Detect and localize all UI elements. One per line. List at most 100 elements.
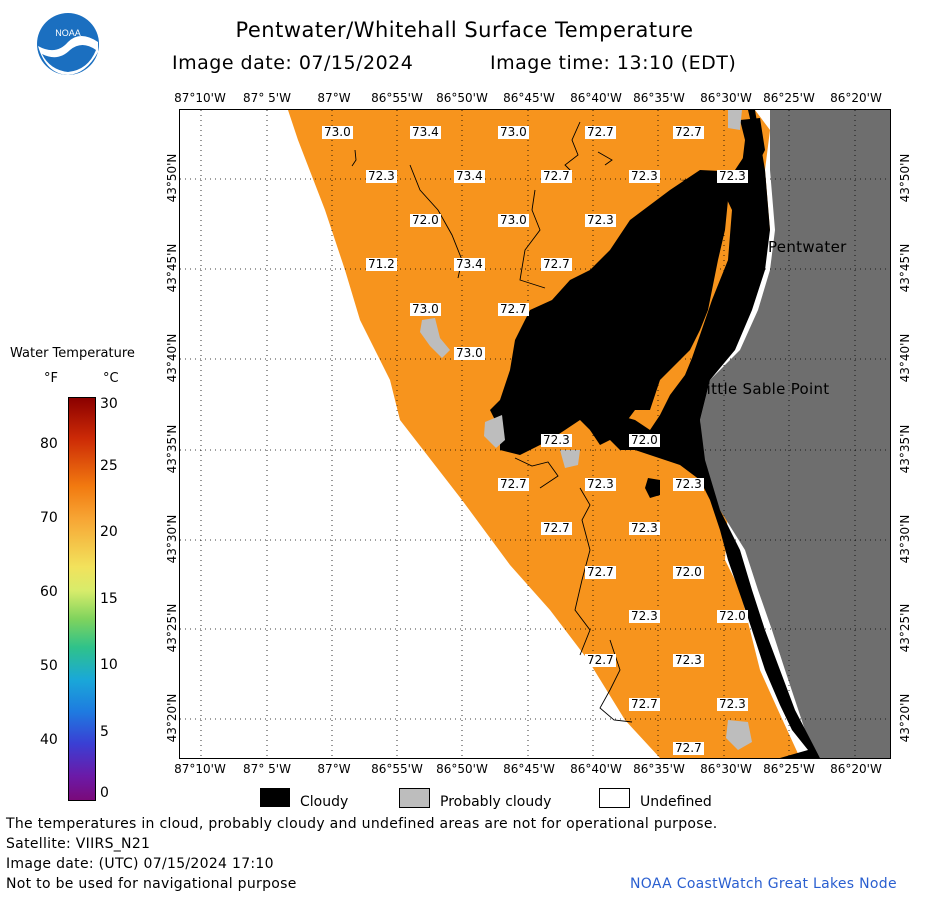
- f-tick: 70: [40, 510, 58, 526]
- temp-label: 73.4: [410, 125, 441, 139]
- legend-swatch-undefined: [599, 788, 630, 808]
- f-tick: 80: [40, 436, 58, 452]
- lat-label: 43°50'N: [898, 153, 912, 203]
- legend-swatch-cloudy: [260, 788, 290, 807]
- lon-label: 86°30'W: [700, 762, 752, 776]
- lat-label: 43°20'N: [165, 693, 179, 743]
- lon-label: 87° 5'W: [243, 762, 291, 776]
- temp-label: 72.3: [585, 477, 616, 491]
- temp-label: 72.0: [673, 565, 704, 579]
- lon-label: 86°20'W: [830, 762, 882, 776]
- lon-label: 86°20'W: [830, 91, 882, 105]
- lat-label: 43°25'N: [898, 603, 912, 653]
- temp-label: 72.3: [629, 609, 660, 623]
- temp-label: 72.3: [629, 169, 660, 183]
- cloud-area: [590, 110, 820, 758]
- lat-label: 43°25'N: [165, 603, 179, 653]
- temp-label: 72.3: [541, 433, 572, 447]
- legend-label-undefined: Undefined: [640, 794, 712, 810]
- lon-label: 86°50'W: [436, 91, 488, 105]
- temp-label: 72.7: [541, 521, 572, 535]
- temp-label: 72.7: [498, 477, 529, 491]
- lon-label: 87°10'W: [174, 91, 226, 105]
- temp-label: 72.0: [717, 609, 748, 623]
- temperature-map[interactable]: 73.0 73.4 73.0 72.7 72.7 72.3 73.4 72.7 …: [180, 110, 890, 758]
- lat-label: 43°45'N: [898, 243, 912, 293]
- temp-label: 72.7: [673, 125, 704, 139]
- lon-label: 87°W: [317, 762, 351, 776]
- temp-label: 72.0: [629, 433, 660, 447]
- c-tick: 10: [100, 657, 118, 673]
- lon-label: 86°55'W: [371, 91, 423, 105]
- legend-label-probably-cloudy: Probably cloudy: [440, 794, 552, 810]
- temp-label: 71.2: [366, 257, 397, 271]
- lat-label: 43°35'N: [898, 424, 912, 474]
- colorbar: [68, 397, 96, 801]
- footer-credit: NOAA CoastWatch Great Lakes Node: [630, 876, 897, 892]
- lon-label: 86°45'W: [503, 762, 555, 776]
- temp-label: 73.4: [454, 169, 485, 183]
- temp-label: 72.7: [585, 653, 616, 667]
- lat-label: 43°30'N: [165, 514, 179, 564]
- lat-label: 43°50'N: [165, 153, 179, 203]
- lat-label: 43°45'N: [165, 243, 179, 293]
- footer-navigation-warning: Not to be used for navigational purpose: [6, 876, 297, 892]
- image-date: Image date: 07/15/2024: [172, 52, 414, 74]
- colorbar-unit-f: °F: [44, 371, 58, 386]
- lat-label: 43°30'N: [898, 514, 912, 564]
- f-tick: 60: [40, 584, 58, 600]
- temp-label: 73.4: [454, 257, 485, 271]
- place-label-pentwater: Pentwater: [768, 238, 847, 256]
- page-title: Pentwater/Whitehall Surface Temperature: [235, 18, 694, 42]
- temp-label: 72.7: [585, 565, 616, 579]
- place-label-little-sable-point: Little Sable Point: [698, 380, 830, 398]
- temp-label: 72.3: [585, 213, 616, 227]
- footer-satellite: Satellite: VIIRS_N21: [6, 836, 151, 852]
- little-sable-point-marker: [689, 370, 697, 378]
- lon-label: 86°40'W: [570, 762, 622, 776]
- temp-label: 72.3: [366, 169, 397, 183]
- temp-label: 72.3: [717, 697, 748, 711]
- c-tick: 20: [100, 524, 118, 540]
- colorbar-unit-c: °C: [103, 371, 119, 386]
- temp-label: 72.3: [673, 477, 704, 491]
- lon-label: 87° 5'W: [243, 91, 291, 105]
- lon-label: 86°35'W: [633, 91, 685, 105]
- temp-label: 73.0: [454, 346, 485, 360]
- temp-label: 73.0: [498, 213, 529, 227]
- lon-label: 86°45'W: [503, 91, 555, 105]
- temp-label: 73.0: [410, 302, 441, 316]
- footer-utc-date: Image date: (UTC) 07/15/2024 17:10: [6, 856, 274, 872]
- temp-label: 72.7: [673, 741, 704, 755]
- temp-label: 72.7: [498, 302, 529, 316]
- temp-label: 73.0: [498, 125, 529, 139]
- temp-label: 72.3: [673, 653, 704, 667]
- noaa-logo: NOAA: [36, 12, 100, 76]
- lon-label: 86°30'W: [700, 91, 752, 105]
- pentwater-marker: [764, 240, 768, 244]
- footer-disclaimer: The temperatures in cloud, probably clou…: [6, 816, 718, 832]
- cloud-main: [490, 170, 740, 455]
- probably-cloudy-area: [484, 415, 505, 448]
- colorbar-title: Water Temperature: [10, 346, 135, 361]
- lon-label: 86°40'W: [570, 91, 622, 105]
- image-time: Image time: 13:10 (EDT): [490, 52, 737, 74]
- c-tick: 15: [100, 591, 118, 607]
- c-tick: 5: [100, 724, 109, 740]
- lon-label: 86°35'W: [633, 762, 685, 776]
- temp-label: 72.7: [629, 697, 660, 711]
- c-tick: 30: [100, 396, 118, 412]
- c-tick: 0: [100, 785, 109, 801]
- cloud-small: [645, 478, 660, 498]
- temp-label: 72.0: [410, 213, 441, 227]
- f-tick: 40: [40, 732, 58, 748]
- lat-label: 43°40'N: [165, 333, 179, 383]
- probably-cloudy-area: [420, 318, 450, 358]
- probably-cloudy-area: [726, 720, 752, 750]
- lon-label: 86°55'W: [371, 762, 423, 776]
- land-area: [700, 110, 890, 758]
- temp-label: 72.3: [717, 169, 748, 183]
- lat-label: 43°20'N: [898, 693, 912, 743]
- lon-label: 87°W: [317, 91, 351, 105]
- probably-cloudy-area: [560, 450, 580, 468]
